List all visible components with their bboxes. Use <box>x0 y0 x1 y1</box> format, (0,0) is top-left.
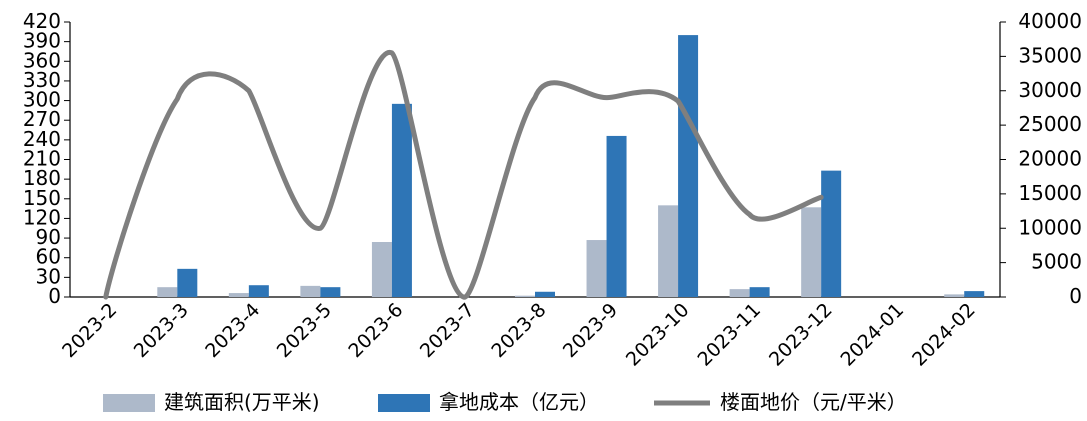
right-axis-tick-label: 0 <box>1069 284 1082 308</box>
left-axis-tick-label: 60 <box>36 245 61 269</box>
right-y-axis: 0 5000 10000 15000 20000 25000 30000 35000 40000 <box>999 9 1082 308</box>
bar-building-area <box>371 242 392 297</box>
x-axis-tick-label: 2023-3 <box>130 299 193 362</box>
x-axis-tick-label: 2023-12 <box>765 299 837 371</box>
left-axis-tick-label: 30 <box>36 264 61 288</box>
left-axis-tick-label: 390 <box>23 29 61 53</box>
right-axis-tick-label: 5000 <box>1031 250 1082 274</box>
right-axis-tick-label: 25000 <box>1018 112 1082 136</box>
bar-building-area <box>157 287 178 297</box>
right-axis-tick-label: 40000 <box>1018 9 1082 33</box>
line-floor-price <box>103 50 824 300</box>
x-axis-tick-label: 2023-7 <box>416 299 479 362</box>
x-axis-tick-label: 2023-4 <box>201 299 264 362</box>
x-axis-tick-label: 2023-2 <box>58 299 121 362</box>
bar-building-area <box>658 205 679 297</box>
right-axis-tick-label: 10000 <box>1018 215 1082 239</box>
x-axis: 2023-2 2023-3 2023-4 2023-5 2023-6 2023-7 2023… <box>58 296 1000 371</box>
bar-building-area <box>801 207 822 297</box>
left-axis-tick-label: 300 <box>23 88 61 112</box>
left-axis-tick-label: 180 <box>23 166 61 190</box>
x-axis-tick-label: 2023-6 <box>344 299 407 362</box>
left-axis-tick-label: 270 <box>23 107 61 131</box>
legend: 建筑面积(万平米) 拿地成本（亿元） 楼面地价（元/平米） <box>103 390 907 414</box>
right-axis-tick-label: 35000 <box>1018 43 1082 67</box>
bar-building-area <box>729 289 750 297</box>
bar-building-area <box>944 294 965 297</box>
bar-land-cost <box>391 103 412 297</box>
legend-swatch-land-cost <box>378 394 430 412</box>
bar-land-cost <box>964 291 985 297</box>
left-axis-tick-label: 330 <box>23 68 61 92</box>
right-axis-tick-label: 30000 <box>1018 78 1082 102</box>
legend-label-land-cost: 拿地成本（亿元） <box>439 390 599 414</box>
legend-label-floor-price: 楼面地价（元/平米） <box>720 390 907 414</box>
bar-building-area <box>515 295 535 297</box>
left-axis-tick-label: 150 <box>23 186 61 210</box>
x-axis-tick-label: 2024-02 <box>908 299 980 371</box>
bar-land-cost <box>821 170 842 297</box>
bar-building-area <box>586 240 607 297</box>
right-axis-tick-label: 20000 <box>1018 147 1082 171</box>
line-series-group <box>103 50 824 300</box>
bar-land-cost <box>177 268 198 297</box>
left-axis-tick-label: 240 <box>23 127 61 151</box>
bar-land-cost <box>535 291 555 297</box>
x-axis-tick-label: 2024-01 <box>837 299 909 371</box>
left-axis-tick-label: 0 <box>48 284 61 308</box>
bar-building-area <box>300 285 321 297</box>
bar-land-cost <box>678 35 699 297</box>
bar-land-cost <box>248 285 269 297</box>
left-axis-tick-label: 120 <box>23 205 61 229</box>
bar-land-cost <box>606 135 627 297</box>
x-axis-tick-label: 2023-8 <box>487 299 550 362</box>
right-axis-tick-label: 15000 <box>1018 181 1082 205</box>
x-axis-tick-label: 2023-10 <box>622 299 694 371</box>
left-axis-tick-label: 210 <box>23 147 61 171</box>
bar-land-cost <box>320 287 341 297</box>
x-axis-tick-label: 2023-9 <box>559 299 622 362</box>
bar-land-cost <box>749 287 770 297</box>
legend-swatch-building-area <box>103 394 155 412</box>
legend-label-building-area: 建筑面积(万平米) <box>164 390 320 414</box>
bar-series-group <box>157 35 985 297</box>
left-axis-tick-label: 360 <box>23 48 61 72</box>
x-axis-tick-label: 2023-11 <box>693 299 765 371</box>
x-axis-tick-label: 2023-5 <box>273 299 336 362</box>
left-axis-tick-label: 90 <box>36 225 61 249</box>
left-axis-tick-label: 420 <box>23 9 61 33</box>
bar-building-area <box>228 293 249 297</box>
